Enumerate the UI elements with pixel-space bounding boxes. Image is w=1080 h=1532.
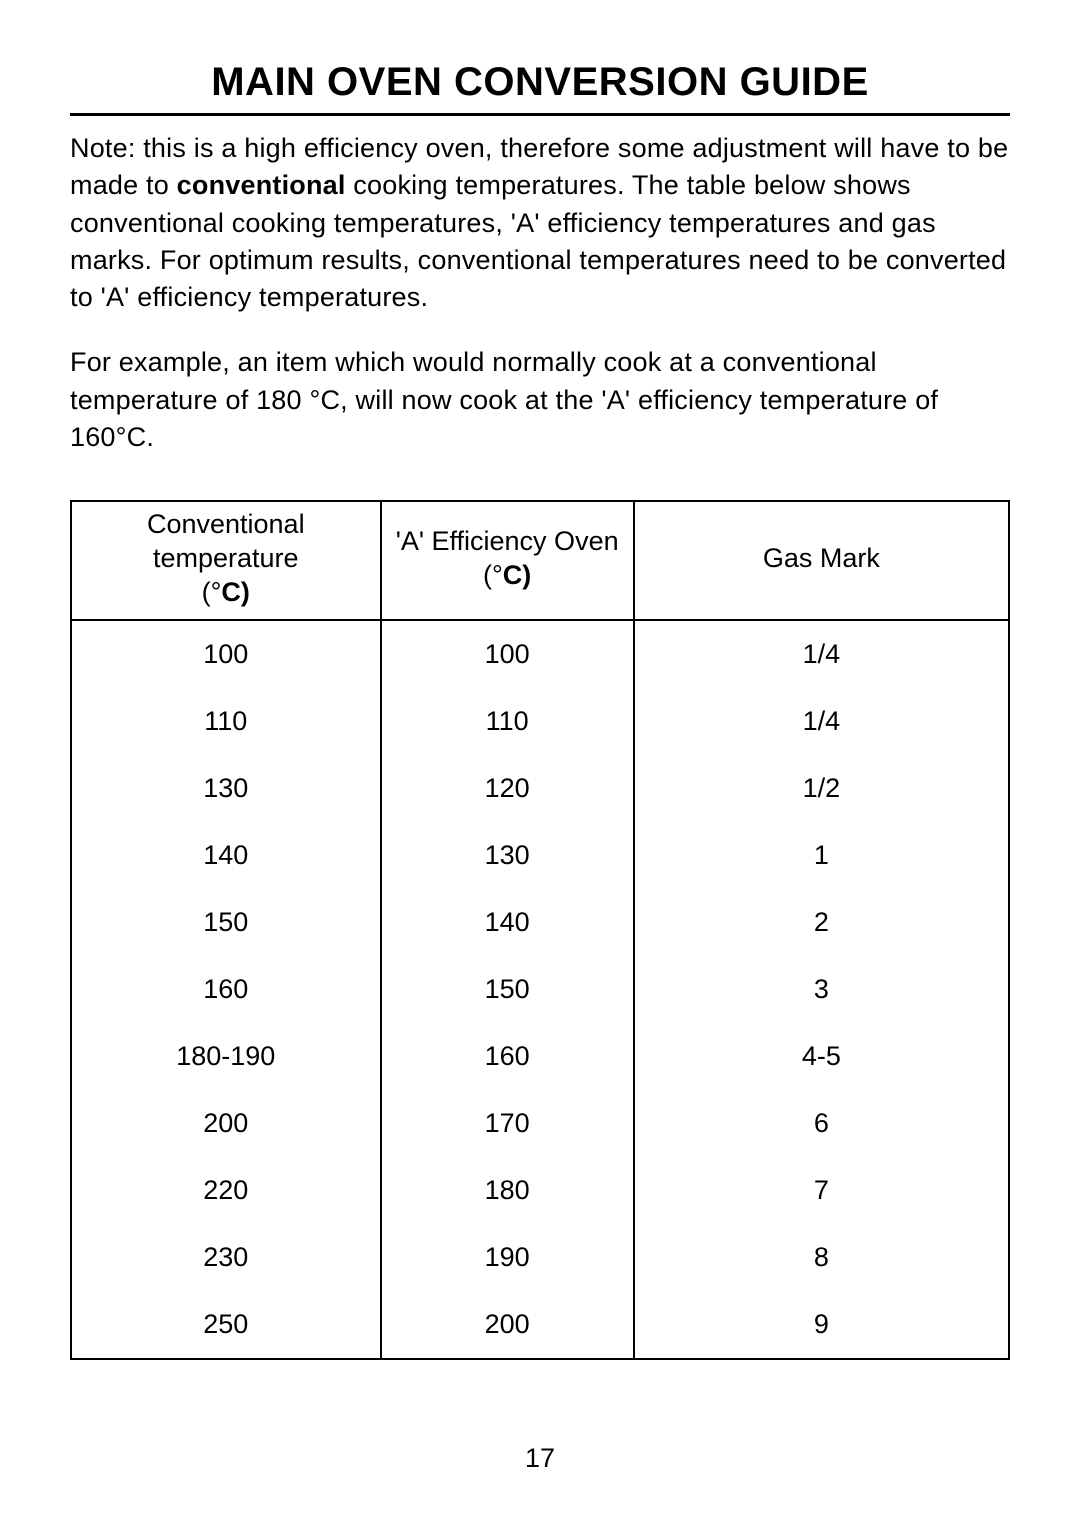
table-row: 1101101/4 xyxy=(71,688,1009,755)
cell-conventional: 140 xyxy=(71,822,381,889)
col-header-unit-prefix: (° xyxy=(483,560,503,590)
table-row: 2502009 xyxy=(71,1291,1009,1359)
cell-efficiency: 150 xyxy=(381,956,634,1023)
cell-efficiency: 120 xyxy=(381,755,634,822)
table-row: 2001706 xyxy=(71,1090,1009,1157)
cell-gasmark: 9 xyxy=(634,1291,1009,1359)
conversion-table: Conventional temperature (°C) 'A' Effici… xyxy=(70,500,1010,1360)
intro-text-bold: conventional xyxy=(177,170,346,200)
cell-efficiency: 160 xyxy=(381,1023,634,1090)
table-row: 1301201/2 xyxy=(71,755,1009,822)
col-header-conventional: Conventional temperature (°C) xyxy=(71,501,381,620)
cell-gasmark: 1/2 xyxy=(634,755,1009,822)
col-header-label: Gas Mark xyxy=(763,543,880,573)
cell-conventional: 110 xyxy=(71,688,381,755)
table-row: 180-1901604-5 xyxy=(71,1023,1009,1090)
cell-conventional: 200 xyxy=(71,1090,381,1157)
col-header-unit-bold: C) xyxy=(221,577,250,607)
cell-efficiency: 100 xyxy=(381,620,634,688)
cell-conventional: 130 xyxy=(71,755,381,822)
page-title: MAIN OVEN CONVERSION GUIDE xyxy=(70,60,1010,105)
cell-conventional: 220 xyxy=(71,1157,381,1224)
col-header-gasmark: Gas Mark xyxy=(634,501,1009,620)
cell-efficiency: 110 xyxy=(381,688,634,755)
col-header-efficiency: 'A' Efficiency Oven (°C) xyxy=(381,501,634,620)
cell-efficiency: 170 xyxy=(381,1090,634,1157)
cell-gasmark: 2 xyxy=(634,889,1009,956)
table-row: 1501402 xyxy=(71,889,1009,956)
cell-conventional: 160 xyxy=(71,956,381,1023)
cell-conventional: 180-190 xyxy=(71,1023,381,1090)
table-row: 2301908 xyxy=(71,1224,1009,1291)
cell-gasmark: 4-5 xyxy=(634,1023,1009,1090)
cell-efficiency: 190 xyxy=(381,1224,634,1291)
cell-conventional: 250 xyxy=(71,1291,381,1359)
cell-conventional: 150 xyxy=(71,889,381,956)
table-body: 1001001/4 1101101/4 1301201/2 1401301 15… xyxy=(71,620,1009,1359)
table-row: 2201807 xyxy=(71,1157,1009,1224)
cell-gasmark: 7 xyxy=(634,1157,1009,1224)
cell-gasmark: 1/4 xyxy=(634,688,1009,755)
intro-paragraph: Note: this is a high efficiency oven, th… xyxy=(70,130,1010,316)
col-header-label: Conventional temperature xyxy=(147,509,305,573)
cell-gasmark: 6 xyxy=(634,1090,1009,1157)
table-header-row: Conventional temperature (°C) 'A' Effici… xyxy=(71,501,1009,620)
col-header-label: 'A' Efficiency Oven xyxy=(396,526,619,556)
cell-conventional: 230 xyxy=(71,1224,381,1291)
col-header-unit-bold: C) xyxy=(503,560,532,590)
cell-conventional: 100 xyxy=(71,620,381,688)
cell-efficiency: 200 xyxy=(381,1291,634,1359)
document-page: MAIN OVEN CONVERSION GUIDE Note: this is… xyxy=(0,0,1080,1360)
cell-gasmark: 3 xyxy=(634,956,1009,1023)
title-rule xyxy=(70,113,1010,116)
table-row: 1601503 xyxy=(71,956,1009,1023)
cell-efficiency: 140 xyxy=(381,889,634,956)
page-number: 17 xyxy=(0,1443,1080,1474)
cell-gasmark: 1/4 xyxy=(634,620,1009,688)
cell-gasmark: 1 xyxy=(634,822,1009,889)
example-paragraph: For example, an item which would normall… xyxy=(70,344,1010,456)
cell-efficiency: 180 xyxy=(381,1157,634,1224)
conversion-table-wrap: Conventional temperature (°C) 'A' Effici… xyxy=(70,500,1010,1360)
table-row: 1401301 xyxy=(71,822,1009,889)
table-row: 1001001/4 xyxy=(71,620,1009,688)
col-header-unit-prefix: (° xyxy=(202,577,222,607)
cell-gasmark: 8 xyxy=(634,1224,1009,1291)
cell-efficiency: 130 xyxy=(381,822,634,889)
